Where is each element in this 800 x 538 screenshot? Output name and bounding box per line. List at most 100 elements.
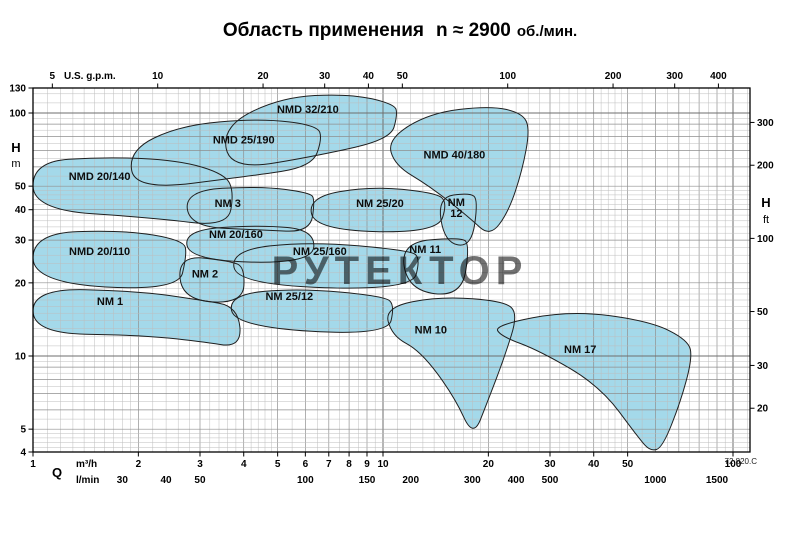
tick-label-left: 20 — [15, 278, 27, 289]
tick-label-m3h: 10 — [377, 459, 389, 470]
grid-lines — [33, 88, 750, 452]
tick-label-left: 4 — [20, 448, 26, 459]
tick-label-top: 10 — [152, 71, 164, 82]
region-label-NM-17: NM 17 — [564, 344, 596, 356]
left-axis-letter: H — [11, 140, 20, 155]
bottom-axis-letter: Q — [52, 465, 62, 480]
title-speed: n ≈ 2900 — [436, 20, 511, 41]
region-outline-NM-20-160 — [186, 225, 315, 263]
region-label-NMD-40-180: NMD 40/180 — [424, 149, 486, 161]
tick-label-left: 40 — [15, 205, 27, 216]
region-outline-NM-17 — [497, 313, 692, 451]
region-label-NM-10: NM 10 — [415, 324, 447, 336]
tick-label-lmin: 30 — [117, 475, 129, 486]
title-unit: об./мин. — [517, 23, 577, 40]
region-fill-NM-1 — [33, 289, 241, 346]
plot-border — [32, 87, 751, 453]
tick-label-top: 20 — [257, 71, 269, 82]
tick-label-right: 20 — [757, 404, 769, 415]
region-label-NM-3: NM 3 — [215, 198, 241, 210]
tick-label-right: 50 — [757, 307, 769, 318]
region-fill-NM-11 — [403, 238, 468, 295]
region-outline-NM-1 — [33, 289, 241, 346]
tick-label-top: 200 — [605, 71, 622, 82]
tick-label-lmin: 500 — [542, 475, 559, 486]
bottom-axis-unit-m3h: m³/h — [76, 459, 97, 470]
tick-label-left: 10 — [15, 352, 27, 363]
region-outline-NM-25-12 — [230, 289, 394, 333]
tick-label-right: 300 — [757, 118, 774, 129]
region-label-NM-25-20: NM 25/20 — [356, 198, 404, 210]
tick-label-right: 100 — [757, 234, 774, 245]
tick-label-lmin: 150 — [359, 475, 376, 486]
region-label-NMD-25-190: NMD 25/190 — [213, 134, 275, 146]
watermark: РУТЕКТОР — [272, 249, 529, 293]
region-fills — [33, 95, 691, 450]
tick-label-lmin: 50 — [194, 475, 206, 486]
tick-label-m3h: 6 — [303, 459, 309, 470]
region-label-NM-12: NM 12 — [448, 197, 465, 220]
region-outline-NM-25-20 — [310, 187, 446, 233]
tick-label-m3h: 3 — [197, 459, 203, 470]
tick-label-left: 5 — [20, 425, 26, 436]
tick-label-lmin: 100 — [297, 475, 314, 486]
chart-title: Область применения n ≈ 2900 об./мин. — [223, 20, 577, 41]
tick-label-lmin: 200 — [402, 475, 419, 486]
tick-label-right: 30 — [757, 361, 769, 372]
region-outline-NMD-40-180 — [390, 107, 529, 232]
right-axis-unit: ft — [763, 214, 769, 226]
tick-label-left: 30 — [15, 236, 27, 247]
region-fill-NMD-40-180 — [390, 107, 529, 232]
region-label-NM-1: NM 1 — [97, 296, 123, 308]
region-outline-NMD-20-140 — [33, 157, 233, 224]
region-label-NM-2: NM 2 — [192, 269, 218, 281]
tick-label-m3h: 2 — [136, 459, 142, 470]
tick-label-m3h: 50 — [622, 459, 634, 470]
tick-label-m3h: 100 — [725, 459, 742, 470]
tick-label-m3h: 40 — [588, 459, 600, 470]
tick-label-left: 100 — [9, 109, 26, 120]
region-fill-NM-10 — [387, 298, 515, 429]
region-label-NMD-20-140: NMD 20/140 — [69, 171, 131, 183]
region-outline-NM-3 — [186, 186, 315, 232]
tick-label-m3h: 5 — [275, 459, 281, 470]
region-fill-NM-12 — [440, 194, 477, 246]
region-label-NM-25-12: NM 25/12 — [265, 291, 313, 303]
tick-label-right: 200 — [757, 161, 774, 172]
document-code: 72.820.C — [725, 457, 758, 466]
region-label-NM-20-160: NM 20/160 — [209, 229, 263, 241]
region-fill-NM-3 — [187, 187, 314, 232]
left-axis-unit: m — [11, 158, 20, 170]
tick-label-left: 50 — [15, 182, 27, 193]
tick-label-lmin: 300 — [464, 475, 481, 486]
tick-label-left: 130 — [9, 84, 26, 95]
tick-label-lmin: 40 — [161, 475, 173, 486]
tick-label-m3h: 9 — [364, 459, 370, 470]
tick-label-m3h: 4 — [241, 459, 247, 470]
right-axis-letter: H — [761, 195, 770, 210]
region-label-NMD-32-210: NMD 32/210 — [277, 104, 339, 116]
tick-label-m3h: 8 — [346, 459, 352, 470]
region-outline-NMD-32-210 — [225, 94, 397, 166]
tick-label-lmin: 1500 — [706, 475, 729, 486]
tick-label-m3h: 30 — [544, 459, 556, 470]
region-fill-NM-17 — [497, 313, 691, 450]
region-fill-NM-2 — [179, 257, 245, 303]
region-outline-NM-11 — [403, 238, 469, 295]
tick-label-top: 5 — [50, 71, 56, 82]
tick-label-top: 300 — [666, 71, 683, 82]
tick-label-m3h: 7 — [326, 459, 332, 470]
region-labels: NMD 32/210 NMD 25/190 NMD 40/180 NMD 20/140… — [69, 104, 597, 356]
tick-label-top: 30 — [319, 71, 331, 82]
region-outline-NM-10 — [387, 297, 516, 429]
region-label-NMD-20-110: NMD 20/110 — [69, 246, 130, 258]
title-main: Область применения — [223, 20, 424, 41]
tick-label-top: 100 — [499, 71, 516, 82]
axis-ticks: 5 10 20 30 40 50 100 200 300 40013010050403020105… — [9, 71, 774, 486]
region-label-NM-11: NM 11 — [409, 244, 441, 256]
tick-label-top: 50 — [397, 71, 409, 82]
region-outline-NM-2 — [179, 257, 245, 303]
tick-label-top: 40 — [363, 71, 375, 82]
